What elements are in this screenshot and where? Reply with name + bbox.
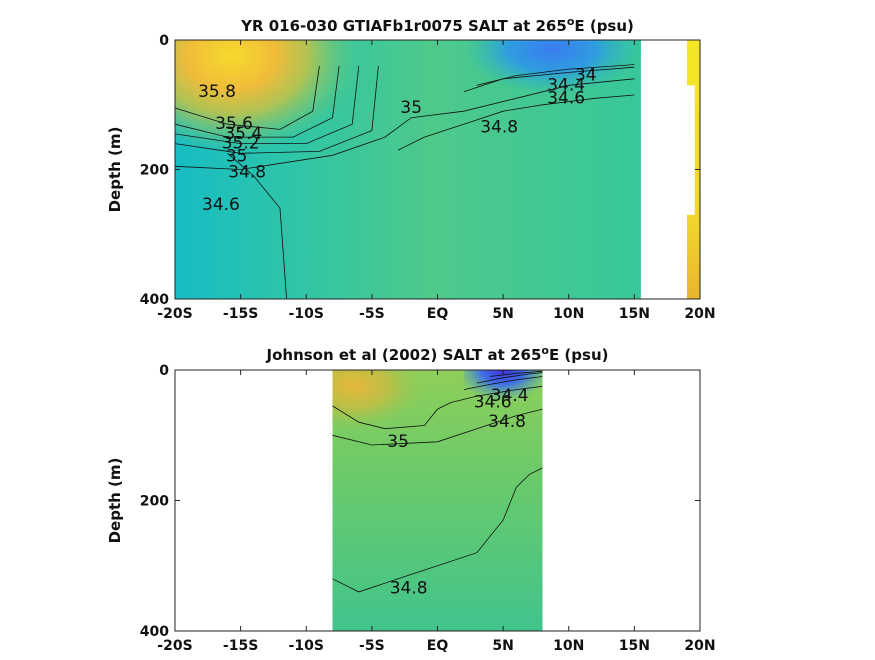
contour-line	[397, 94, 635, 151]
contour-line	[463, 376, 543, 390]
contour-label: 34.8	[480, 117, 518, 137]
contour-line	[332, 385, 543, 430]
y-tick-label: 0	[159, 363, 169, 379]
contour-line	[174, 65, 320, 130]
y-tick-label: 400	[140, 624, 169, 640]
contour-line	[227, 152, 287, 300]
contour-label: 35	[400, 98, 422, 118]
x-tick-label: 5N	[492, 306, 513, 322]
x-tick-label: 15N	[619, 638, 650, 654]
contour-line	[174, 65, 379, 154]
contour-label: 34.4	[547, 75, 585, 95]
x-tick-label: -15S	[223, 638, 258, 654]
contour-line	[174, 78, 635, 170]
contour-label: 34	[575, 66, 597, 86]
salinity-field	[175, 40, 700, 299]
contour-line	[463, 66, 635, 93]
panel-model: 35.835.635.435.23534.834.63534.834.434.6…	[106, 15, 716, 322]
field-gap-notch	[686, 85, 695, 215]
contour-label: 35.2	[222, 134, 260, 154]
x-tick-label: 5N	[492, 638, 513, 654]
chart-title: Johnson et al (2002) SALT at 265oE (psu)	[266, 344, 609, 364]
y-axis-label: Depth (m)	[106, 127, 124, 213]
contour-label: 35.4	[224, 124, 262, 144]
chart-title-main: Johnson et al (2002) SALT at 265	[266, 346, 542, 364]
x-tick-label: -10S	[289, 638, 324, 654]
y-axis-label: Depth (m)	[106, 458, 124, 544]
y-tick-label: 200	[140, 163, 169, 179]
chart-title-suffix: E (psu)	[574, 17, 634, 35]
contour-label: 34.8	[228, 163, 266, 183]
contour-label: 35.6	[215, 114, 253, 134]
contour-label: 35	[226, 147, 248, 167]
field-gap	[640, 58, 687, 299]
contour-label: 34.6	[474, 393, 512, 413]
x-tick-label: -5S	[359, 306, 385, 322]
field-high-salinity	[175, 40, 432, 235]
contour-line	[476, 372, 543, 384]
contour-line	[476, 64, 635, 86]
contour-label: 34.6	[547, 88, 585, 108]
x-tick-label: 20N	[684, 306, 715, 322]
x-tick-label: 20N	[684, 638, 715, 654]
contour-label: 34.8	[488, 412, 526, 432]
contour-label: 35.8	[198, 82, 236, 102]
chart-title-main: YR 016-030 GTIAFb1r0075 SALT at 265	[240, 17, 567, 35]
contour-line	[174, 65, 360, 144]
contour-line	[489, 370, 543, 377]
salinity-field	[332, 370, 543, 631]
contour-line	[174, 65, 340, 138]
contour-line	[332, 408, 543, 446]
x-tick-label: 15N	[619, 306, 650, 322]
contour-label: 35	[387, 432, 409, 452]
chart-title-sup: o	[567, 15, 575, 28]
x-tick-label: -20S	[157, 638, 192, 654]
field-low-salinity	[463, 40, 641, 131]
chart-title: YR 016-030 GTIAFb1r0075 SALT at 265oE (p…	[240, 15, 634, 35]
x-tick-label: 10N	[553, 306, 584, 322]
x-tick-label: EQ	[427, 638, 449, 654]
chart-title-suffix: E (psu)	[549, 346, 609, 364]
x-tick-label: -10S	[289, 306, 324, 322]
x-tick-label: -15S	[223, 306, 258, 322]
contour-line	[332, 467, 543, 593]
y-tick-label: 0	[159, 33, 169, 49]
x-tick-label: EQ	[427, 306, 449, 322]
y-tick-label: 400	[140, 292, 169, 308]
panel-observation: 35 34.634.4 34.8 34.8 -20S -15S -10S -5S EQ 5N 10N…	[106, 344, 716, 654]
x-tick-label: -20S	[157, 306, 192, 322]
contour-label: 34.6	[202, 195, 240, 215]
contour-label: 34.8	[390, 579, 428, 599]
contour-label: 34.4	[491, 386, 529, 406]
y-tick-label: 200	[140, 494, 169, 510]
x-tick-label: -5S	[359, 638, 385, 654]
x-tick-label: 10N	[553, 638, 584, 654]
chart-title-sup: o	[541, 344, 549, 357]
